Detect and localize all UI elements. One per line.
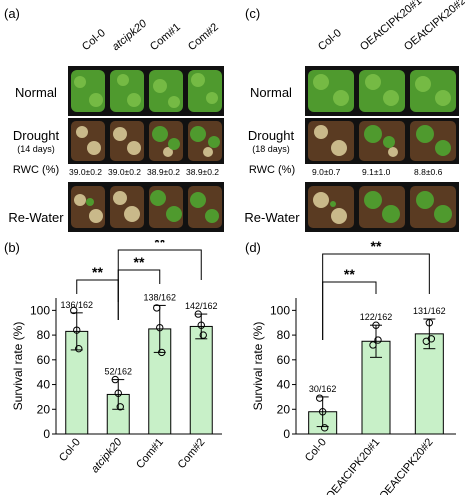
y-tick-label: 40: [277, 378, 291, 392]
data-point: [194, 310, 202, 318]
y-tick-label: 0: [283, 427, 290, 441]
y-tick-label: 60: [37, 353, 51, 367]
data-point: [320, 424, 329, 432]
y-tick-label: 80: [37, 328, 51, 342]
rwc-value-oe2: 8.8±0.6: [414, 167, 443, 177]
data-point: [70, 306, 78, 315]
row-sublabel-drought-days: (14 days): [17, 144, 55, 154]
bar: [414, 333, 444, 435]
data-point: [315, 394, 324, 402]
data-point: [374, 336, 382, 344]
y-tick-label: 60: [277, 353, 291, 367]
y-tick-label: 0: [43, 427, 50, 441]
x-tick-label: OEAtCIPK20#1: [324, 436, 382, 495]
count-label: 142/162: [185, 301, 218, 311]
rwc-value-oe1: 9.1±1.0: [362, 167, 391, 177]
count-label: 138/162: [143, 292, 176, 302]
genotype-label-col0-c: Col-0: [316, 27, 344, 54]
y-axis-label: Survival rate (%): [251, 322, 265, 411]
data-point: [116, 403, 124, 411]
panel-d-label: (d): [245, 240, 261, 255]
data-point: [199, 331, 207, 339]
data-point: [318, 408, 327, 416]
panel-a-label: (a): [4, 6, 20, 21]
panel-c-label: (c): [245, 6, 261, 21]
rwc-value-com1: 38.9±0.2: [147, 167, 181, 177]
count-label: 52/162: [104, 367, 132, 377]
row-label-rewater: Re-Water: [8, 210, 64, 225]
genotype-label-col0: Col-0: [80, 27, 108, 54]
significance-bracket: [322, 253, 430, 340]
x-tick-label: OEAtCIPK20#2: [377, 436, 435, 495]
genotype-label-com1: Com#1: [148, 21, 183, 54]
photo-strip-rewater-a: [68, 182, 224, 232]
plants-rewater-a: [71, 186, 222, 228]
panel-b-label: (b): [4, 240, 20, 255]
row-label-rewater-c: Re-Water: [244, 210, 300, 225]
significance-label: **: [371, 240, 382, 254]
data-point: [197, 321, 205, 329]
data-point: [158, 348, 166, 357]
y-tick-label: 20: [37, 402, 51, 416]
significance-label: **: [92, 264, 103, 280]
genotype-label-com2: Com#2: [186, 21, 221, 54]
plants-normal-c: [308, 70, 456, 112]
photo-strip-drought-c: [305, 118, 459, 164]
data-point: [111, 375, 119, 384]
x-tick-label: Com#2: [176, 436, 208, 471]
photo-strip-normal-a: [68, 66, 224, 116]
y-tick-label: 80: [277, 328, 291, 342]
rwc-value-col0: 39.0±0.2: [69, 167, 103, 177]
y-axis-label: Survival rate (%): [11, 322, 25, 411]
data-point: [153, 304, 161, 312]
row-sublabel-drought-days-c: (18 days): [252, 144, 290, 154]
y-tick-label: 100: [270, 303, 290, 317]
significance-label: **: [134, 254, 145, 270]
survival-chart-d: 0 20 40 60 80 100 Survival rate (%) 30/162 Col-0…: [251, 240, 456, 495]
data-point: [427, 335, 436, 343]
row-label-rwc: RWC (%): [12, 164, 60, 176]
significance-bracket: [322, 281, 377, 340]
data-point: [369, 341, 377, 349]
photo-strip-drought-a: [68, 118, 224, 164]
plants-rewater-c: [308, 186, 456, 228]
count-label: 30/162: [309, 384, 337, 394]
photo-strip-rewater-c: [305, 182, 459, 232]
row-label-normal-c: Normal: [250, 85, 292, 100]
x-tick-label: atcipk20: [89, 436, 125, 476]
row-label-rwc-c: RWC (%): [248, 164, 296, 176]
row-label-normal: Normal: [15, 85, 57, 100]
data-point: [75, 344, 83, 353]
row-label-drought: Drought: [12, 128, 60, 143]
count-label: 122/162: [360, 312, 393, 322]
y-tick-label: 40: [37, 378, 51, 392]
rwc-value-col0-c: 9.0±0.7: [312, 167, 341, 177]
significance-label: **: [344, 266, 355, 282]
row-label-drought-c: Drought: [247, 128, 295, 143]
bar: [189, 325, 213, 435]
genotype-label-atcipk20: atcipk20: [110, 17, 150, 54]
count-label: 136/162: [60, 300, 93, 310]
plants-drought-a: [71, 121, 222, 161]
photo-strip-normal-c: [305, 66, 459, 116]
data-point: [425, 319, 434, 327]
x-tick-label: Com#1: [134, 436, 166, 471]
rwc-value-com2: 38.9±0.2: [186, 167, 220, 177]
data-point: [372, 321, 380, 329]
significance-bracket: [117, 249, 202, 320]
data-point: [156, 323, 164, 332]
data-point: [114, 389, 122, 397]
rwc-value-atcipk20: 39.0±0.2: [108, 167, 142, 177]
y-tick-label: 20: [277, 402, 291, 416]
data-point: [73, 326, 81, 334]
significance-bracket: [76, 279, 119, 302]
significance-label: **: [154, 240, 165, 250]
count-label: 131/162: [413, 306, 446, 316]
x-tick-label: Col-0: [303, 436, 329, 464]
x-tick-label: Col-0: [57, 436, 83, 464]
survival-chart-b: 0 20 40 60 80 100 Survival rate (%) 136/162 Col-…: [11, 240, 222, 476]
plants-drought-c: [308, 121, 456, 161]
y-tick-label: 100: [30, 303, 50, 317]
plants-normal-a: [71, 70, 222, 112]
